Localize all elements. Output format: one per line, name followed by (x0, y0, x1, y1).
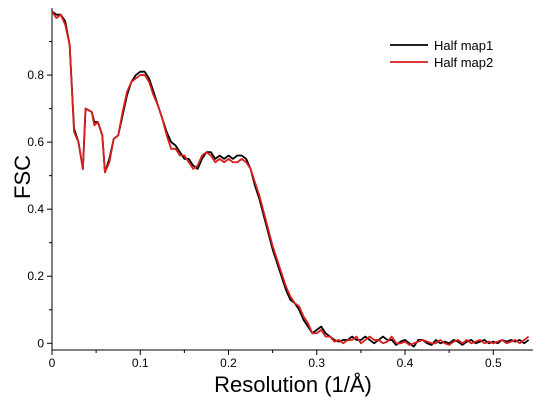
y-axis-title: FSC (10, 155, 35, 199)
x-tick-label: 0.4 (397, 356, 414, 370)
y-tick-label: 0.6 (27, 135, 44, 149)
legend-label-2: Half map2 (434, 55, 493, 70)
series-line-1 (51, 10, 530, 348)
x-tick-label: 0.1 (132, 356, 149, 370)
x-tick-label: 0.5 (485, 356, 502, 370)
series-line-2 (51, 10, 530, 346)
x-tick-label: 0 (49, 356, 56, 370)
x-tick-label: 0.3 (308, 356, 325, 370)
y-tick-label: 0.2 (27, 269, 44, 283)
legend-label-1: Half map1 (434, 38, 493, 53)
y-tick-label: 0.4 (27, 202, 44, 216)
series-layer (51, 10, 530, 348)
plot-frame (51, 8, 533, 351)
axis-ticks: 0 0.1 0.2 0.3 0.4 0.5 0 0.2 0.4 0.6 0.8 (27, 41, 502, 370)
x-tick-label: 0.2 (220, 356, 237, 370)
y-tick-label: 0 (37, 336, 44, 350)
x-axis-title: Resolution (1/Å) (214, 372, 372, 397)
y-tick-label: 0.8 (27, 68, 44, 82)
legend: Half map1 Half map2 (390, 38, 493, 70)
